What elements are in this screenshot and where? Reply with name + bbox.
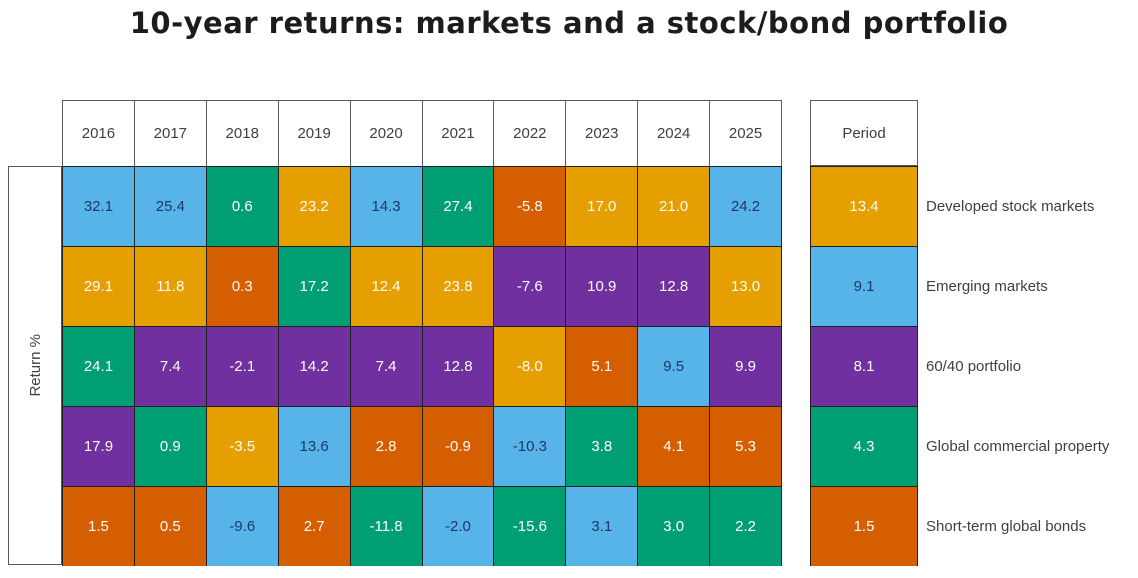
return-cell-2020-rank2: 12.4	[349, 246, 422, 326]
return-cell-2016-rank3: 24.1	[62, 326, 134, 406]
return-cell-2018-rank2: 0.3	[205, 246, 278, 326]
return-cell-2017-rank4: 0.9	[133, 406, 206, 486]
legend-label-short-term-global-bonds: Short-term global bonds	[926, 517, 1087, 535]
return-cell-2024-rank4: 4.1	[637, 406, 710, 486]
y-axis-label: Return %	[26, 334, 44, 397]
return-cell-2023-rank4: 3.8	[565, 406, 638, 486]
returns-grid: 32.1 25.4 0.6 23.2 14.3 27.4 -5.8 17.0 21.0 24.2 2…	[62, 166, 782, 566]
return-cell-2025-rank3: 9.9	[709, 326, 781, 406]
legend: Developed stock markets Emerging markets 6…	[926, 166, 1136, 566]
return-cell-2020-rank5: -11.8	[349, 486, 422, 566]
return-cell-2016-rank2: 29.1	[62, 246, 134, 326]
period-column-header: Period	[810, 100, 918, 166]
return-cell-2022-rank2: -7.6	[493, 246, 566, 326]
chart-title: 10-year returns: markets and a stock/bon…	[129, 6, 1009, 40]
return-cell-2025-rank1: 24.2	[709, 166, 781, 246]
return-cell-2020-rank1: 14.3	[349, 166, 422, 246]
return-cell-2024-rank5: 3.0	[637, 486, 710, 566]
return-cell-2019-rank1: 23.2	[277, 166, 350, 246]
return-cell-2024-rank2: 12.8	[637, 246, 710, 326]
period-cell-rank5: 1.5	[810, 486, 917, 566]
return-cell-2024-rank3: 9.5	[637, 326, 710, 406]
return-cell-2022-rank1: -5.8	[493, 166, 566, 246]
return-cell-2018-rank3: -2.1	[205, 326, 278, 406]
year-header-2020: 2020	[349, 100, 422, 166]
y-axis-label-box: Return %	[8, 166, 62, 565]
year-header-row: 2016 2017 2018 2019 2020 2021 2022 2023 2024 2025	[62, 100, 782, 166]
return-cell-2022-rank4: -10.3	[493, 406, 566, 486]
year-header-2018: 2018	[205, 100, 278, 166]
return-cell-2016-rank5: 1.5	[62, 486, 134, 566]
return-cell-2025-rank4: 5.3	[709, 406, 781, 486]
period-cell-rank1: 13.4	[810, 166, 917, 246]
return-cell-2022-rank3: -8.0	[493, 326, 566, 406]
return-cell-2017-rank1: 25.4	[133, 166, 206, 246]
legend-label-developed-stock-markets: Developed stock markets	[926, 197, 1095, 215]
return-cell-2021-rank3: 12.8	[421, 326, 494, 406]
return-cell-2019-rank2: 17.2	[277, 246, 350, 326]
return-cell-2019-rank5: 2.7	[277, 486, 350, 566]
return-cell-2019-rank4: 13.6	[277, 406, 350, 486]
year-header-2019: 2019	[277, 100, 350, 166]
return-cell-2025-rank5: 2.2	[709, 486, 781, 566]
legend-label-60-40-portfolio: 60/40 portfolio	[926, 357, 1022, 375]
period-cell-rank4: 4.3	[810, 406, 917, 486]
return-cell-2019-rank3: 14.2	[277, 326, 350, 406]
period-column: 13.4 9.1 8.1 4.3 1.5	[810, 166, 918, 566]
year-header-2022: 2022	[493, 100, 566, 166]
return-cell-2017-rank2: 11.8	[133, 246, 206, 326]
return-cell-2018-rank5: -9.6	[205, 486, 278, 566]
return-cell-2017-rank3: 7.4	[133, 326, 206, 406]
return-cell-2020-rank4: 2.8	[349, 406, 422, 486]
year-header-2017: 2017	[133, 100, 206, 166]
return-cell-2023-rank1: 17.0	[565, 166, 638, 246]
return-cell-2024-rank1: 21.0	[637, 166, 710, 246]
period-cell-rank3: 8.1	[810, 326, 917, 406]
year-header-2025: 2025	[709, 100, 781, 166]
legend-label-global-commercial-property: Global commercial property	[926, 437, 1110, 455]
return-cell-2023-rank3: 5.1	[565, 326, 638, 406]
year-header-2021: 2021	[421, 100, 494, 166]
legend-label-emerging-markets: Emerging markets	[926, 277, 1048, 295]
return-cell-2023-rank5: 3.1	[565, 486, 638, 566]
return-cell-2025-rank2: 13.0	[709, 246, 781, 326]
return-cell-2020-rank3: 7.4	[349, 326, 422, 406]
return-cell-2022-rank5: -15.6	[493, 486, 566, 566]
return-cell-2016-rank1: 32.1	[62, 166, 134, 246]
period-cell-rank2: 9.1	[810, 246, 917, 326]
year-header-2024: 2024	[637, 100, 710, 166]
year-header-2016: 2016	[62, 100, 134, 166]
return-cell-2021-rank5: -2.0	[421, 486, 494, 566]
return-cell-2021-rank2: 23.8	[421, 246, 494, 326]
return-cell-2017-rank5: 0.5	[133, 486, 206, 566]
return-cell-2016-rank4: 17.9	[62, 406, 134, 486]
year-header-2023: 2023	[565, 100, 638, 166]
return-cell-2023-rank2: 10.9	[565, 246, 638, 326]
return-cell-2021-rank1: 27.4	[421, 166, 494, 246]
return-cell-2018-rank4: -3.5	[205, 406, 278, 486]
return-cell-2021-rank4: -0.9	[421, 406, 494, 486]
return-cell-2018-rank1: 0.6	[205, 166, 278, 246]
